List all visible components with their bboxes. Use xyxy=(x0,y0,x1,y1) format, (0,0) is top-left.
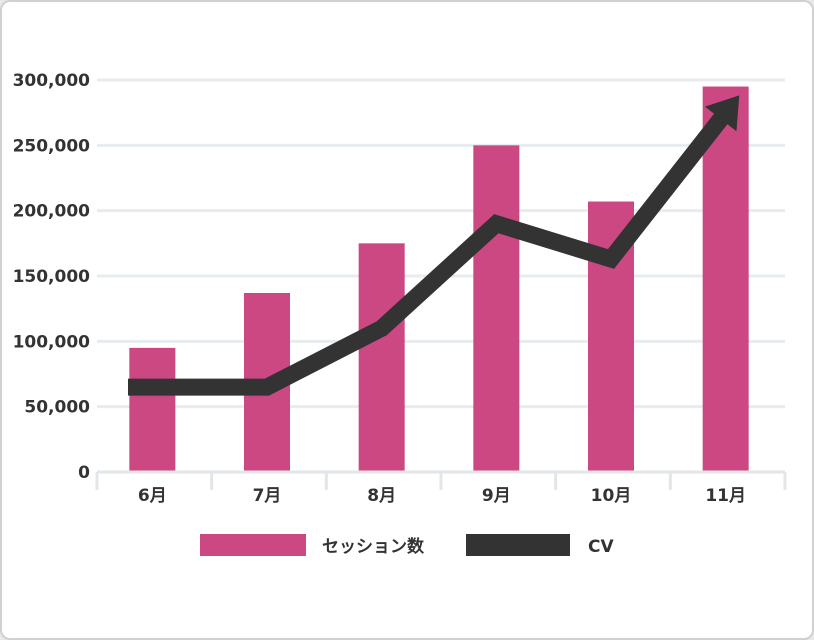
bar xyxy=(473,145,520,473)
legend-swatch-sessions xyxy=(200,534,306,556)
cv-line xyxy=(128,110,730,396)
legend-label-cv: CV xyxy=(588,537,614,557)
y-tick-label: 300,000 xyxy=(13,71,91,91)
x-tick-label: 9月 xyxy=(482,486,511,506)
y-axis: 0 50,000 100,000 150,000 200,000 250,000 300,0… xyxy=(13,71,91,483)
legend-swatch-cv xyxy=(466,534,570,556)
bar xyxy=(358,243,405,472)
x-tick-label: 10月 xyxy=(591,486,632,506)
bar xyxy=(129,347,176,472)
y-tick-label: 100,000 xyxy=(13,332,91,352)
y-tick-label: 50,000 xyxy=(24,398,90,418)
x-tick-label: 8月 xyxy=(367,486,396,506)
x-axis: 6月 7月 8月 9月 10月 11月 xyxy=(95,470,787,506)
grid-lines xyxy=(97,78,785,409)
legend-label-sessions: セッション数 xyxy=(322,536,425,557)
line-series xyxy=(128,95,740,396)
x-tick-label: 7月 xyxy=(253,486,282,506)
x-tick-label: 6月 xyxy=(138,486,167,506)
x-tick-label: 11月 xyxy=(705,486,746,506)
y-tick-label: 150,000 xyxy=(13,267,91,287)
legend: セッション数 CV xyxy=(200,534,614,557)
y-tick-label: 250,000 xyxy=(13,136,91,156)
cv-line-arrowhead xyxy=(704,95,740,132)
y-tick-label: 0 xyxy=(78,463,90,483)
y-tick-label: 200,000 xyxy=(13,202,91,222)
bar xyxy=(702,86,749,473)
